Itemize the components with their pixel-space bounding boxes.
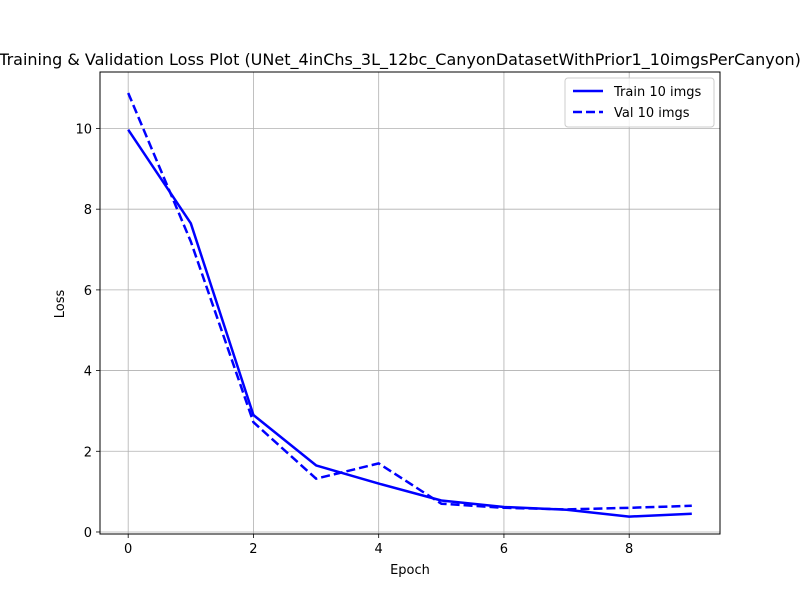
tick-layer: 0 2 4 6 8 0 2 4 6 8 10 [75,122,633,557]
x-tick-label: 2 [249,542,257,557]
y-tick-label: 0 [84,526,92,541]
series-line-val [127,92,692,511]
y-tick-label: 2 [84,445,92,460]
y-tick-label: 10 [75,122,92,137]
x-tick-label: 8 [625,542,633,557]
x-tick-label: 6 [500,542,508,557]
y-axis-label: Loss [53,290,68,319]
legend-label-train: Train 10 imgs [613,85,702,100]
y-tick-label: 4 [84,365,92,380]
axes-frame [99,71,721,535]
series-line-train [127,129,692,518]
chart-title: Training & Validation Loss Plot (UNet_4i… [0,50,800,70]
y-tick-label: 6 [84,284,92,299]
x-tick-label: 0 [124,542,132,557]
series-layer [127,92,692,518]
y-tick-label: 8 [84,203,92,218]
x-axis-label: Epoch [390,563,430,578]
legend-label-val: Val 10 imgs [614,106,690,121]
grid-layer [100,72,720,534]
x-tick-label: 4 [375,542,383,557]
legend: Train 10 imgs Val 10 imgs [564,77,715,128]
